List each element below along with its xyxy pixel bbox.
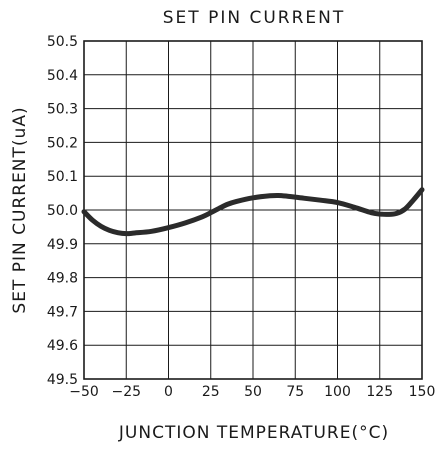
x-tick-label: −25: [111, 384, 141, 400]
x-tick-label: −50: [69, 384, 99, 400]
y-tick-label: 50.3: [47, 102, 78, 118]
x-tick-label: 25: [202, 384, 220, 400]
grid: [83, 40, 423, 380]
x-tick-label: 125: [366, 384, 393, 400]
y-tick-label: 50.1: [47, 169, 78, 185]
series-line-0: [81, 187, 425, 237]
x-tick-label: 75: [286, 384, 304, 400]
y-tick-label: 50.4: [47, 68, 78, 84]
x-tick-labels: −50 −25 0 25 50 75 100 125 150: [69, 384, 435, 400]
y-axis-title: SET PIN CURRENT(uA): [10, 106, 30, 313]
y-tick-label: 49.9: [47, 237, 78, 253]
x-tick-label: 150: [409, 384, 435, 400]
x-tick-label: 50: [244, 384, 262, 400]
y-tick-labels: 50.5 50.4 50.3 50.2 50.1 50.0 49.9 49.8 49.7 49.6…: [47, 34, 78, 388]
y-tick-label: 50.0: [47, 203, 78, 219]
y-tick-label: 49.7: [47, 304, 78, 320]
y-tick-label: 49.6: [47, 338, 78, 354]
x-axis-title: JUNCTION TEMPERATURE(°C): [118, 423, 389, 443]
x-tick-label: 100: [324, 384, 351, 400]
y-tick-label: 50.5: [47, 34, 78, 50]
y-tick-label: 50.2: [47, 135, 78, 151]
chart-title: SET PIN CURRENT: [163, 8, 346, 28]
y-tick-label: 49.5: [47, 372, 78, 388]
series-group: [81, 187, 425, 237]
x-tick-label: 0: [164, 384, 173, 400]
y-tick-label: 49.8: [47, 271, 78, 287]
